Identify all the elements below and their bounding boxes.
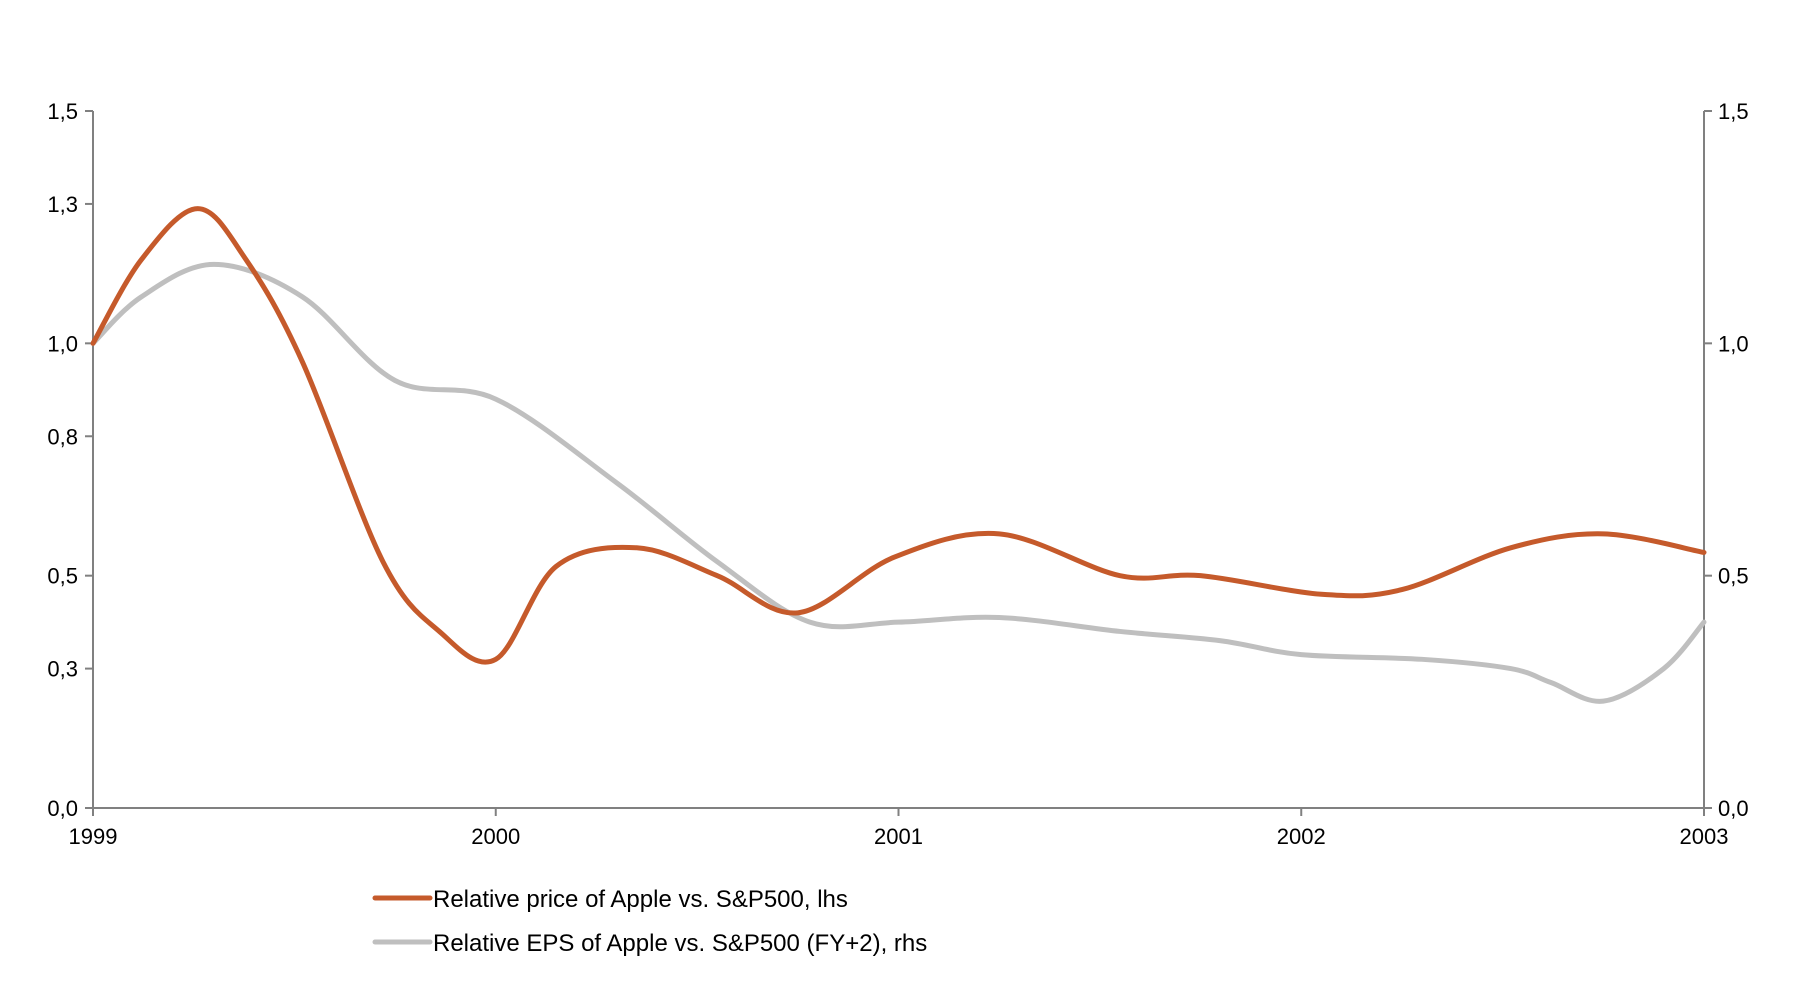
- left-y-tick-label: 1,0: [47, 331, 78, 356]
- x-tick-label: 2003: [1680, 824, 1729, 849]
- legend: Relative price of Apple vs. S&P500, lhs R…: [372, 886, 927, 957]
- x-tick-label: 2002: [1277, 824, 1326, 849]
- right-y-tick-label: 1,5: [1718, 99, 1749, 124]
- x-tick-label: 2000: [471, 824, 520, 849]
- legend-label: Relative price of Apple vs. S&P500, lhs: [433, 886, 848, 913]
- legend-item-relative-price: Relative price of Apple vs. S&P500, lhs: [372, 886, 848, 913]
- right-y-tick-label: 0,0: [1718, 796, 1749, 821]
- axes: 0,0 0,3 0,5 0,8 1,0 1,3 1,5 0,0 0,5 1,0 1,5 1999 200…: [47, 99, 1748, 849]
- left-y-tick-label: 0,3: [47, 657, 78, 682]
- x-tick-label: 1999: [69, 824, 118, 849]
- legend-label: Relative EPS of Apple vs. S&P500 (FY+2),…: [433, 930, 927, 957]
- left-y-tick-label: 0,5: [47, 564, 78, 589]
- legend-item-relative-eps: Relative EPS of Apple vs. S&P500 (FY+2),…: [372, 930, 927, 957]
- left-y-tick-label: 0,0: [47, 796, 78, 821]
- left-y-tick-label: 0,8: [47, 424, 78, 449]
- x-tick-label: 2001: [874, 824, 923, 849]
- series-line-relative-eps: [90, 261, 1707, 704]
- left-y-tick-label: 1,5: [47, 99, 78, 124]
- left-y-tick-label: 1,3: [47, 192, 78, 217]
- right-y-tick-label: 0,5: [1718, 564, 1749, 589]
- right-y-tick-label: 1,0: [1718, 331, 1749, 356]
- series-layer: [90, 206, 1707, 704]
- series-line-relative-price: [90, 206, 1707, 665]
